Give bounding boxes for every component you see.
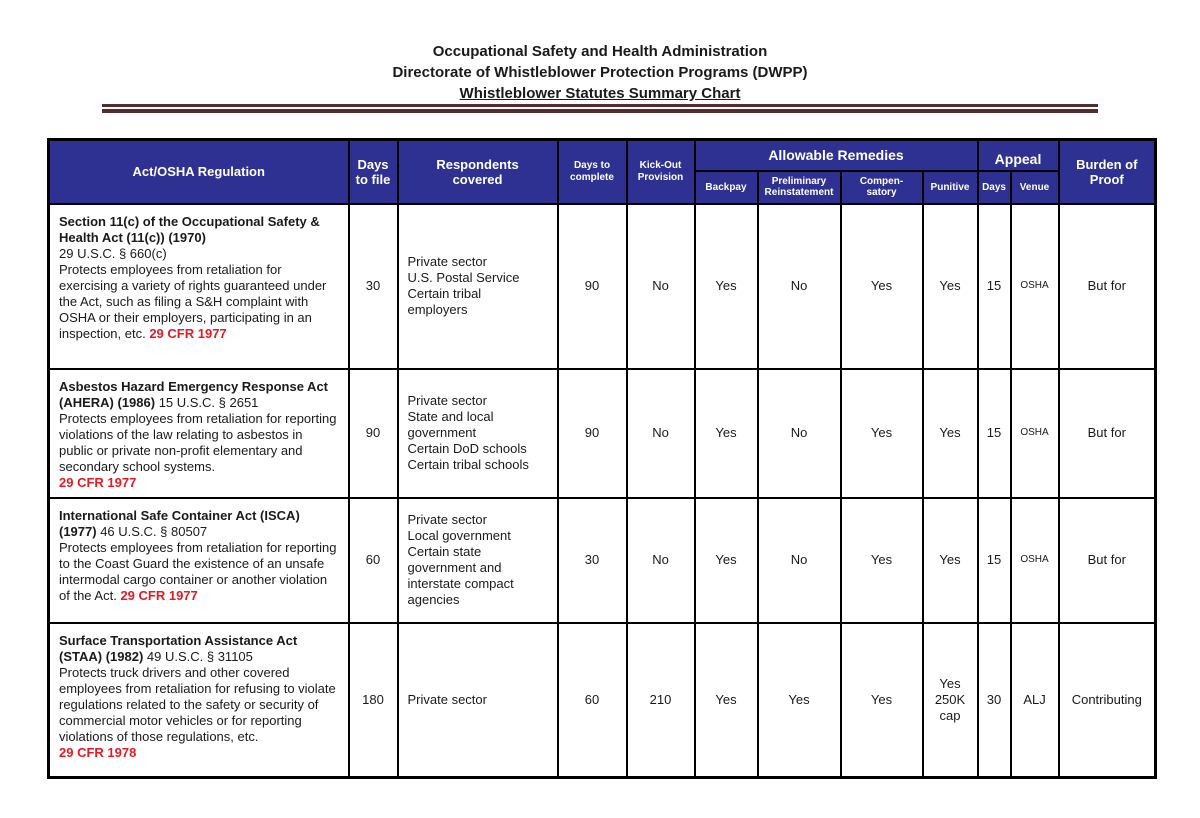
col-header-burden: Burden of Proof [1057, 138, 1157, 205]
group-header-allowable-remedies: Allowable Remedies [693, 138, 979, 172]
cell-days-to-complete: 90 [556, 202, 628, 370]
cell-days-to-file: 60 [347, 496, 399, 624]
act-description: Protects employees from retaliation for … [59, 539, 337, 603]
act-cfr-reference: 29 CFR 1977 [59, 474, 137, 490]
cell-backpay: Yes [693, 367, 759, 499]
cell-act: Surface Transportation Assistance Act (S… [47, 621, 350, 779]
cell-punitive: Yes [921, 367, 979, 499]
cell-preliminary-reinstatement: Yes [756, 621, 842, 779]
act-cfr-reference: 29 CFR 1978 [59, 744, 137, 760]
col-header-days-to-file: Days to file [347, 138, 399, 205]
cell-punitive: Yes [921, 496, 979, 624]
cell-respondents: Private sector Local government Certain … [396, 496, 559, 624]
header-row-groups: Act/OSHA Regulation Days to file Respond… [47, 138, 1157, 205]
act-description: Protects employees from retaliation for … [59, 261, 327, 341]
cell-days-to-file: 30 [347, 202, 399, 370]
cell-appeal-days: 15 [976, 496, 1012, 624]
act-citation: 49 U.S.C. § 31105 [146, 648, 253, 664]
col-header-kick-out: Kick-Out Provision [625, 138, 696, 205]
act-title: Surface Transportation Assistance Act (S… [59, 632, 298, 664]
title-line-directorate: Directorate of Whistleblower Protection … [392, 64, 808, 81]
cell-respondents: Private sector [396, 621, 559, 779]
whistleblower-statutes-table: Act/OSHA Regulation Days to file Respond… [47, 138, 1158, 779]
cell-appeal-venue: OSHA [1009, 496, 1060, 624]
group-header-appeal: Appeal [976, 138, 1060, 172]
act-cfr-reference: 29 CFR 1977 [120, 587, 198, 603]
header-row-subcolumns: Backpay Preliminary Reinstatement Compen… [49, 169, 1156, 205]
cell-backpay: Yes [693, 496, 759, 624]
cell-burden: But for [1057, 367, 1157, 499]
cell-act: International Safe Container Act (ISCA) … [47, 496, 350, 624]
title-line-chart-name: Whistleblower Statutes Summary Chart [459, 85, 741, 102]
col-header-days-to-complete: Days to complete [556, 138, 628, 205]
cell-kick-out: No [625, 496, 696, 624]
act-citation: 15 U.S.C. § 2651 [158, 394, 259, 410]
title-line-agency: Occupational Safety and Health Administr… [432, 43, 768, 60]
cell-days-to-file: 180 [347, 621, 399, 779]
cell-appeal-venue: OSHA [1009, 367, 1060, 499]
col-header-appeal-days: Days [976, 169, 1012, 205]
cell-burden: But for [1057, 496, 1157, 624]
act-citation: 46 U.S.C. § 80507 [100, 523, 208, 539]
act-citation: 29 U.S.C. § 660(c) [59, 245, 167, 261]
cell-compensatory: Yes [839, 496, 924, 624]
col-header-preliminary-reinstatement: Preliminary Reinstatement [756, 169, 842, 205]
cell-compensatory: Yes [839, 202, 924, 370]
cell-preliminary-reinstatement: No [756, 367, 842, 499]
act-cfr-reference: 29 CFR 1977 [149, 325, 227, 341]
cell-punitive: Yes 250K cap [921, 621, 979, 779]
cell-appeal-venue: ALJ [1009, 621, 1060, 779]
table-row-staa: Surface Transportation Assistance Act (S… [47, 621, 1157, 779]
cell-preliminary-reinstatement: No [756, 496, 842, 624]
col-header-respondents: Respondents covered [396, 138, 559, 205]
col-header-appeal-venue: Venue [1009, 169, 1060, 205]
cell-appeal-days: 30 [976, 621, 1012, 779]
table-row-ahera: Asbestos Hazard Emergency Response Act (… [47, 367, 1157, 499]
cell-days-to-complete: 30 [556, 496, 628, 624]
document-title-block: Occupational Safety and Health Administr… [0, 41, 1200, 104]
act-title: Section 11(c) of the Occupational Safety… [59, 213, 320, 245]
rule-bottom-line [102, 109, 1098, 113]
cell-kick-out: 210 [625, 621, 696, 779]
act-title: International Safe Container Act (ISCA) … [59, 507, 300, 539]
cell-kick-out: No [625, 202, 696, 370]
table-row-isca: International Safe Container Act (ISCA) … [47, 496, 1157, 624]
cell-preliminary-reinstatement: No [756, 202, 842, 370]
table-row-osh-act-11c: Section 11(c) of the Occupational Safety… [47, 202, 1157, 370]
act-title: Asbestos Hazard Emergency Response Act (… [59, 378, 329, 410]
cell-burden: Contributing [1057, 621, 1157, 779]
rule-gap [102, 107, 1098, 109]
cell-kick-out: No [625, 367, 696, 499]
col-header-backpay: Backpay [693, 169, 759, 205]
cell-act: Section 11(c) of the Occupational Safety… [47, 202, 350, 370]
cell-act: Asbestos Hazard Emergency Response Act (… [47, 367, 350, 499]
act-description: Protects employees from retaliation for … [59, 410, 337, 474]
cell-appeal-days: 15 [976, 202, 1012, 370]
rule-top-line [102, 104, 1098, 107]
cell-appeal-venue: OSHA [1009, 202, 1060, 370]
double-horizontal-rule [102, 104, 1098, 113]
col-header-act: Act/OSHA Regulation [47, 138, 350, 205]
cell-respondents: Private sector State and local governmen… [396, 367, 559, 499]
col-header-compensatory: Compen- satory [839, 169, 924, 205]
cell-days-to-complete: 60 [556, 621, 628, 779]
act-description: Protects truck drivers and other covered… [59, 664, 336, 744]
cell-days-to-complete: 90 [556, 367, 628, 499]
cell-backpay: Yes [693, 621, 759, 779]
cell-compensatory: Yes [839, 367, 924, 499]
cell-backpay: Yes [693, 202, 759, 370]
cell-punitive: Yes [921, 202, 979, 370]
col-header-punitive: Punitive [921, 169, 979, 205]
cell-appeal-days: 15 [976, 367, 1012, 499]
cell-days-to-file: 90 [347, 367, 399, 499]
cell-compensatory: Yes [839, 621, 924, 779]
cell-respondents: Private sector U.S. Postal Service Certa… [396, 202, 559, 370]
cell-burden: But for [1057, 202, 1157, 370]
